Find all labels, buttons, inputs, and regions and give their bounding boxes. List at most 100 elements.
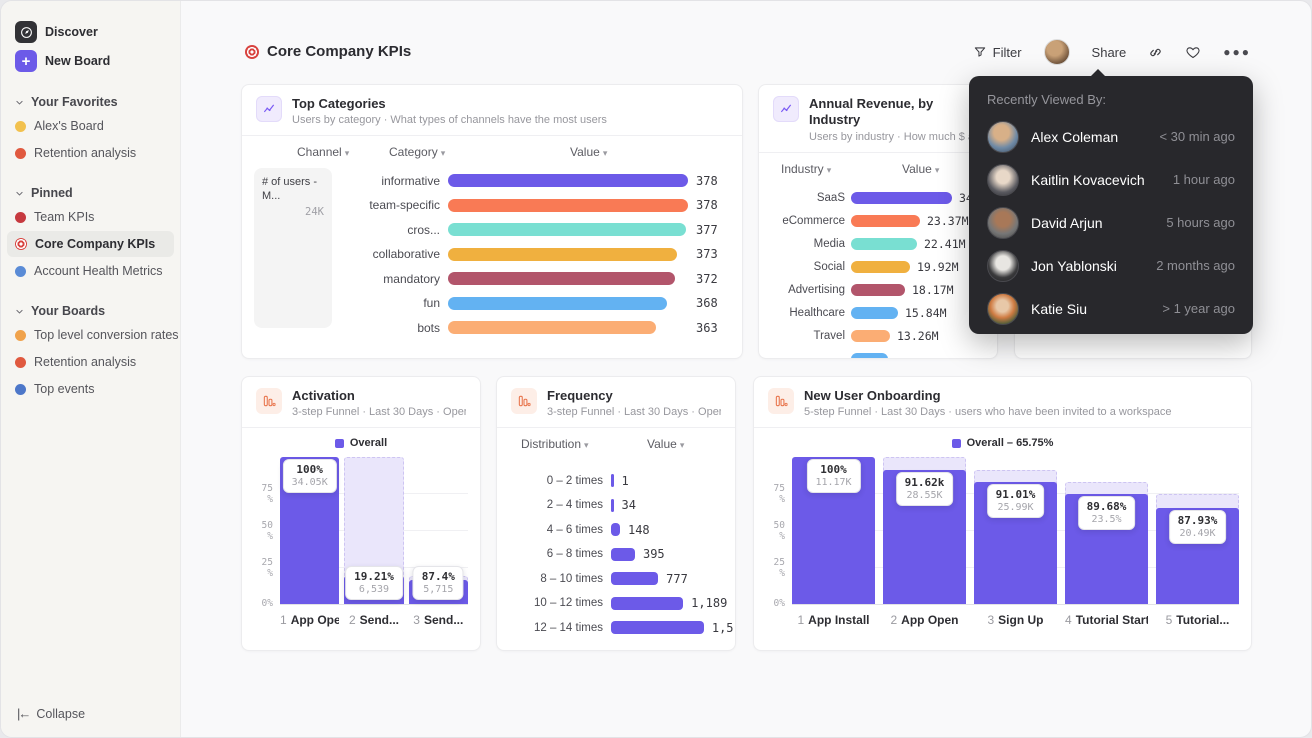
table-row[interactable]: cros... 377: [340, 217, 730, 242]
table-row[interactable]: 8 – 10 times 777: [497, 566, 735, 591]
table-row[interactable]: 10 – 12 times 1,189: [497, 591, 735, 616]
board-emoji-icon: [15, 147, 26, 159]
collapse-button[interactable]: |← Collapse: [17, 706, 85, 721]
sidebar-item-retention-analysis[interactable]: Retention analysis: [7, 349, 174, 375]
table-row[interactable]: 0 – 2 times 1: [497, 468, 735, 493]
sidebar-item-team-kpis[interactable]: Team KPIs: [7, 204, 174, 230]
viewer-time: 5 hours ago: [1166, 215, 1235, 230]
table-row[interactable]: 6 – 8 times 395: [497, 542, 735, 567]
funnel-step[interactable]: 89.68% 23.5%: [1065, 457, 1148, 605]
column-value[interactable]: Value ▾: [570, 145, 608, 160]
viewer-avatar: [987, 292, 1019, 325]
table-row[interactable]: mandatory 372: [340, 266, 730, 291]
value-bar: [611, 572, 659, 585]
share-button[interactable]: Share: [1091, 44, 1127, 60]
sidebar-item-label: Top events: [34, 382, 95, 396]
sidebar-section-your-boards[interactable]: Your Boards: [15, 304, 166, 318]
viewer-row[interactable]: Kaitlin Kovacevich 1 hour ago: [969, 158, 1253, 201]
card-title[interactable]: Annual Revenue, by Industry: [809, 96, 934, 128]
column-value[interactable]: Value ▾: [647, 437, 685, 452]
column-channel[interactable]: Channel ▾: [297, 145, 350, 160]
board-emoji-icon: [15, 265, 26, 277]
category-label: team-specific: [369, 198, 440, 212]
card-subtitle: 3-step Funnel · Last 30 Days · Opening t…: [547, 406, 721, 419]
tooltip-percent: 87.93%: [1177, 513, 1218, 527]
column-distribution[interactable]: Distribution ▾: [521, 437, 589, 452]
bar-chart-icon: [256, 388, 282, 414]
filter-button[interactable]: Filter: [973, 45, 1022, 60]
funnel-step-label: 4 Tutorial Start: [1065, 613, 1148, 627]
sidebar-item-core-company-kpis[interactable]: Core Company KPIs: [7, 231, 174, 257]
table-row[interactable]: informative 378: [340, 168, 730, 193]
funnel-tooltip: 89.68% 23.5%: [1077, 496, 1136, 531]
table-row[interactable]: Healthcare 15.84M: [759, 302, 997, 325]
card-title[interactable]: Top Categories: [292, 96, 386, 111]
funnel-step[interactable]: 91.62k 28.55K: [883, 457, 966, 605]
tooltip-percent: 91.62k: [904, 475, 945, 489]
funnel-step[interactable]: 91.01% 25.99K: [974, 457, 1057, 605]
table-row[interactable]: collaborative 373: [340, 242, 730, 267]
step-name: Tutorial...: [1176, 613, 1230, 628]
funnel-step[interactable]: 87.93% 20.49K: [1156, 457, 1239, 605]
card-title[interactable]: Activation: [292, 388, 355, 403]
step-number: 3: [987, 613, 995, 628]
column-value[interactable]: Value ▾: [902, 161, 940, 176]
step-number: 2: [890, 613, 898, 628]
card-title[interactable]: Frequency: [547, 388, 613, 403]
recently-viewed-panel: Recently Viewed By: Alex Coleman < 30 min…: [969, 69, 1253, 334]
sidebar-item-new-board[interactable]: + New Board: [7, 47, 174, 75]
sidebar-item-discover[interactable]: Discover: [7, 18, 174, 46]
step-number: 1: [797, 613, 805, 628]
more-menu-button[interactable]: ●●●: [1223, 45, 1251, 59]
table-row[interactable]: team-specific 378: [340, 193, 730, 218]
table-row[interactable]: bots 363: [340, 315, 730, 340]
funnel-step[interactable]: 87.4% 5,715: [408, 457, 468, 605]
onboarding-funnel-chart: 75% 50% 25% 0% 100% 11.17K 91.62k 28.55K 91.01% 2…: [774, 457, 1239, 609]
value-bar: [851, 215, 920, 227]
funnel-step[interactable]: 100% 11.17K: [792, 457, 875, 605]
page-title: Core Company KPIs: [245, 43, 411, 60]
sidebar-item-label: Discover: [45, 25, 98, 39]
sidebar-section-pinned[interactable]: Pinned: [15, 186, 166, 200]
page-title-text: Core Company KPIs: [267, 43, 412, 60]
viewer-row[interactable]: Jon Yablonski 2 months ago: [969, 244, 1253, 287]
table-row[interactable]: 12 – 14 times 1,5: [497, 615, 735, 640]
column-category[interactable]: Category ▾: [389, 145, 446, 160]
table-row[interactable]: fun 368: [340, 291, 730, 316]
table-row[interactable]: Travel 13.26M: [759, 325, 997, 348]
distribution-label: 4 – 6 times: [546, 523, 603, 536]
favorite-button[interactable]: [1185, 45, 1201, 60]
viewer-row[interactable]: Katie Siu > 1 year ago: [969, 287, 1253, 330]
viewer-row[interactable]: David Arjun 5 hours ago: [969, 201, 1253, 244]
card-title[interactable]: New User Onboarding: [804, 388, 941, 403]
viewer-row[interactable]: Alex Coleman < 30 min ago: [969, 115, 1253, 158]
copy-link-button[interactable]: [1148, 45, 1163, 60]
channel-cell[interactable]: # of users - M... 24K: [254, 168, 332, 329]
table-row[interactable]: Social 19.92M: [759, 256, 997, 279]
viewer-time: 1 hour ago: [1172, 172, 1235, 187]
table-row[interactable]: eCommerce 23.37M: [759, 210, 997, 233]
value-bar: [611, 474, 614, 487]
industry-label: Social: [813, 261, 845, 273]
funnel-step[interactable]: 19.21% 6,539: [344, 457, 404, 605]
sidebar-item-account-health-metrics[interactable]: Account Health Metrics: [7, 258, 174, 284]
table-row[interactable]: SaaS34.: [759, 187, 997, 210]
sidebar-item-retention-analysis[interactable]: Retention analysis: [7, 140, 174, 166]
sidebar-item-top-events[interactable]: Top events: [7, 376, 174, 402]
table-row[interactable]: 4 – 6 times 148: [497, 517, 735, 542]
board-target-icon: [15, 238, 27, 250]
step-name: Tutorial Start: [1075, 613, 1148, 628]
table-row[interactable]: 2 – 4 times 34: [497, 493, 735, 518]
sidebar-item-top-level-conversion-rates[interactable]: Top level conversion rates: [7, 322, 179, 348]
owner-avatar[interactable]: [1043, 39, 1070, 65]
table-row[interactable]: Media 22.41M: [759, 233, 997, 256]
sidebar-item-alex-s-board[interactable]: Alex's Board: [7, 113, 174, 139]
funnel-step[interactable]: 100% 34.05K: [280, 457, 340, 605]
y-axis-zero: 0%: [773, 598, 785, 610]
sidebar-section-your-favorites[interactable]: Your Favorites: [15, 95, 166, 109]
column-industry[interactable]: Industry ▾: [781, 161, 832, 176]
distribution-label: 10 – 12 times: [533, 597, 603, 609]
table-row[interactable]: [759, 348, 997, 358]
value-bar: [611, 498, 614, 512]
table-row[interactable]: Advertising 18.17M: [759, 279, 997, 302]
